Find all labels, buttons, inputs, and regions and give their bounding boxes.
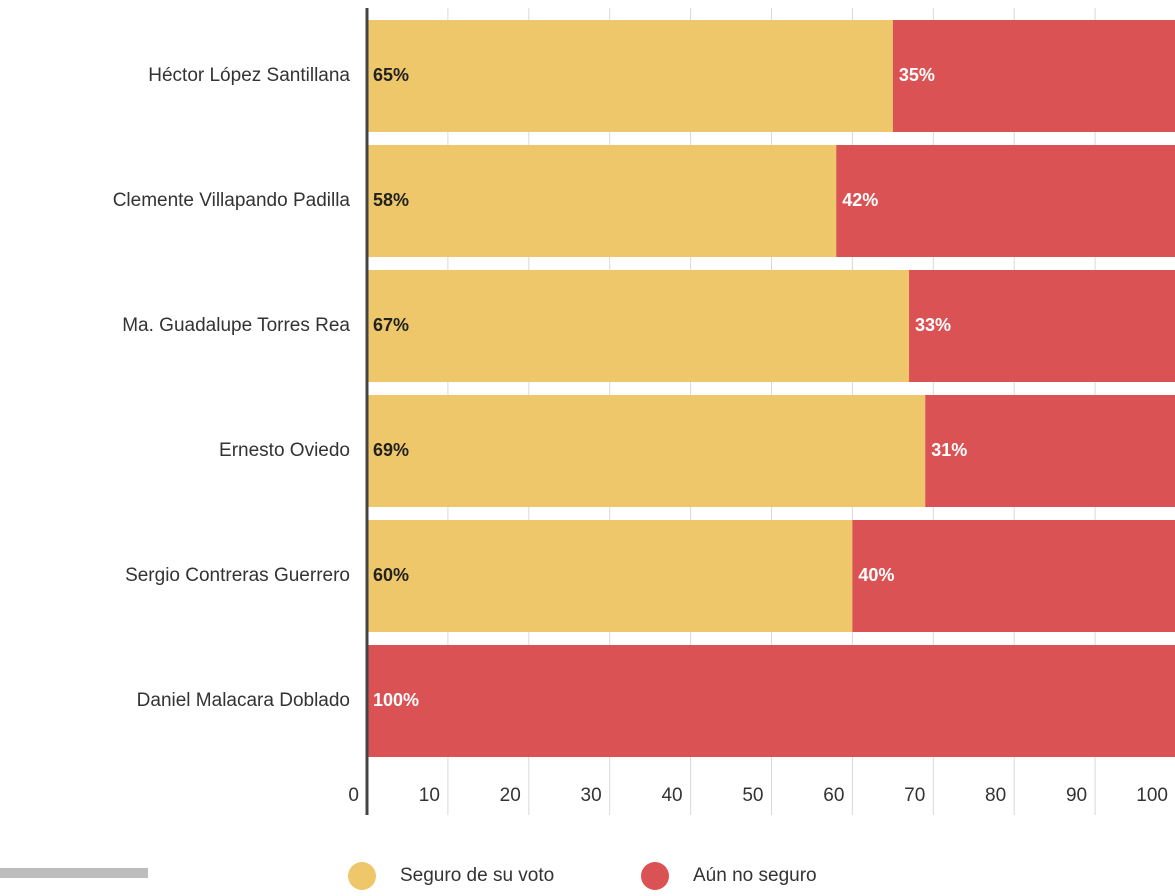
bar-segment [367,645,1175,757]
category-label: Sergio Contreras Guerrero [125,565,350,586]
category-label: Clemente Villapando Padilla [113,190,351,211]
data-label: 58% [373,190,409,210]
data-label: 31% [931,440,967,460]
legend-label: Aún no seguro [693,865,817,886]
category-label: Daniel Malacara Doblado [137,690,350,711]
category-label: Héctor López Santillana [148,65,350,86]
bar-segment [367,20,893,132]
x-tick-label: 50 [742,785,763,806]
data-label: 60% [373,565,409,585]
legend-swatch [348,862,376,890]
decoration-bar [0,868,148,878]
category-label: Ernesto Oviedo [219,440,350,461]
bar-segment [892,20,1175,132]
x-tick-label: 20 [500,785,521,806]
category-label: Ma. Guadalupe Torres Rea [122,315,350,336]
bar-segment [367,520,853,632]
data-label: 35% [899,65,935,85]
x-tick-label: 40 [661,785,682,806]
x-tick-label: 90 [1066,785,1087,806]
bar-segment [367,395,926,507]
data-label: 33% [915,315,951,335]
bar-segment [836,145,1175,257]
bar-segment [852,520,1175,632]
bar-segment [909,270,1175,382]
x-tick-label: 100 [1136,785,1168,806]
bar-segment [367,270,910,382]
data-label: 69% [373,440,409,460]
data-label: 67% [373,315,409,335]
legend-swatch [641,862,669,890]
bar-segment [925,395,1175,507]
data-label: 42% [842,190,878,210]
x-tick-label: 10 [419,785,440,806]
data-label: 65% [373,65,409,85]
x-tick-label: 60 [823,785,844,806]
x-tick-label: 30 [581,785,602,806]
x-tick-label: 70 [904,785,925,806]
x-tick-label: 80 [985,785,1006,806]
legend-label: Seguro de su voto [400,865,554,886]
x-tick-label: 0 [348,785,359,806]
data-label: 100% [373,690,419,710]
data-label: 40% [858,565,894,585]
bar-segment [367,145,837,257]
